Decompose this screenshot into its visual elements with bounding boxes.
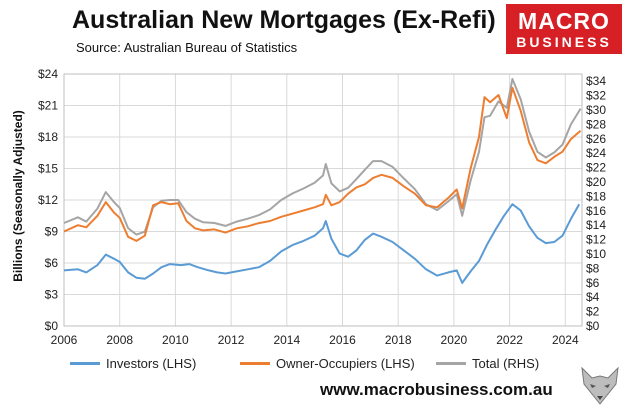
y-tick-right: $14: [586, 218, 606, 232]
y-tick-left: $18: [38, 130, 58, 144]
website-url[interactable]: www.macrobusiness.com.au: [320, 380, 553, 399]
series-line-investors: [63, 203, 581, 284]
y-tick-left: $15: [38, 162, 58, 176]
legend-swatch-total: [436, 362, 466, 365]
legend: Investors (LHS) Owner-Occupiers (LHS) To…: [0, 356, 626, 376]
y-tick-left: $3: [45, 288, 59, 302]
y-tick-right: $34: [586, 74, 606, 88]
x-tick: 2016: [329, 333, 356, 347]
legend-swatch-investors: [70, 362, 100, 365]
grid-lines: [63, 73, 583, 327]
x-tick: 2018: [385, 333, 412, 347]
y-tick-left: $21: [38, 99, 58, 113]
y-axis-left: $0 $3 $6 $9 $12 $15 $18 $21 $24: [38, 67, 58, 333]
y-tick-right: $22: [586, 161, 606, 175]
y-tick-left: $6: [45, 256, 59, 270]
y-tick-left: $9: [45, 225, 59, 239]
legend-item-investors: Investors (LHS): [70, 356, 196, 371]
y-axis-label: Billions (Seasonally Adjusted): [11, 110, 25, 282]
x-tick: 2022: [496, 333, 523, 347]
y-tick-right: $24: [586, 146, 606, 160]
chart-subtitle: Source: Australian Bureau of Statistics: [76, 40, 298, 55]
y-tick-left: $24: [38, 67, 58, 81]
x-tick: 2020: [441, 333, 468, 347]
y-tick-right: $0: [586, 319, 600, 333]
y-tick-right: $30: [586, 103, 606, 117]
x-tick: 2010: [162, 333, 189, 347]
x-tick: 2012: [218, 333, 245, 347]
chart-title: Australian New Mortgages (Ex-Refi): [72, 6, 496, 34]
x-axis: 2006 2008 2010 2012 2014 2016 2018 2020 2022 2024: [51, 333, 579, 347]
y-axis-right: $0$2$4$6$8$10$12$14$16$18$20$22$24$26$28…: [586, 74, 606, 333]
legend-item-owner-occupiers: Owner-Occupiers (LHS): [240, 356, 415, 371]
series-line-owner-occupiers: [63, 86, 582, 242]
fox-logo-icon: [581, 366, 619, 405]
x-tick: 2014: [273, 333, 300, 347]
series-lines: [63, 78, 582, 284]
x-tick: 2006: [51, 333, 78, 347]
legend-label-owner-occupiers: Owner-Occupiers (LHS): [276, 356, 415, 371]
y-tick-left: $12: [38, 193, 58, 207]
y-tick-right: $2: [586, 305, 600, 319]
logo-line-1: MACRO: [518, 8, 610, 34]
y-tick-right: $20: [586, 175, 606, 189]
y-tick-right: $32: [586, 89, 606, 103]
x-tick: 2008: [106, 333, 133, 347]
y-tick-right: $6: [586, 276, 600, 290]
logo-line-2: BUSINESS: [516, 34, 612, 50]
y-tick-right: $4: [586, 290, 600, 304]
legend-label-investors: Investors (LHS): [106, 356, 197, 371]
legend-swatch-owner-occupiers: [240, 362, 270, 365]
y-tick-right: $12: [586, 233, 606, 247]
y-tick-right: $26: [586, 132, 606, 146]
y-tick-left: $0: [45, 319, 59, 333]
legend-item-total: Total (RHS): [436, 356, 539, 371]
legend-label-total: Total (RHS): [472, 356, 540, 371]
x-tick: 2024: [552, 333, 579, 347]
y-tick-right: $28: [586, 117, 606, 131]
y-tick-right: $8: [586, 261, 600, 275]
plot-area-border: [63, 73, 583, 327]
y-tick-right: $10: [586, 247, 606, 261]
y-tick-right: $18: [586, 189, 606, 203]
y-tick-right: $16: [586, 204, 606, 218]
macrobusiness-logo[interactable]: MACRO BUSINESS: [506, 4, 622, 54]
series-line-total: [63, 78, 582, 236]
